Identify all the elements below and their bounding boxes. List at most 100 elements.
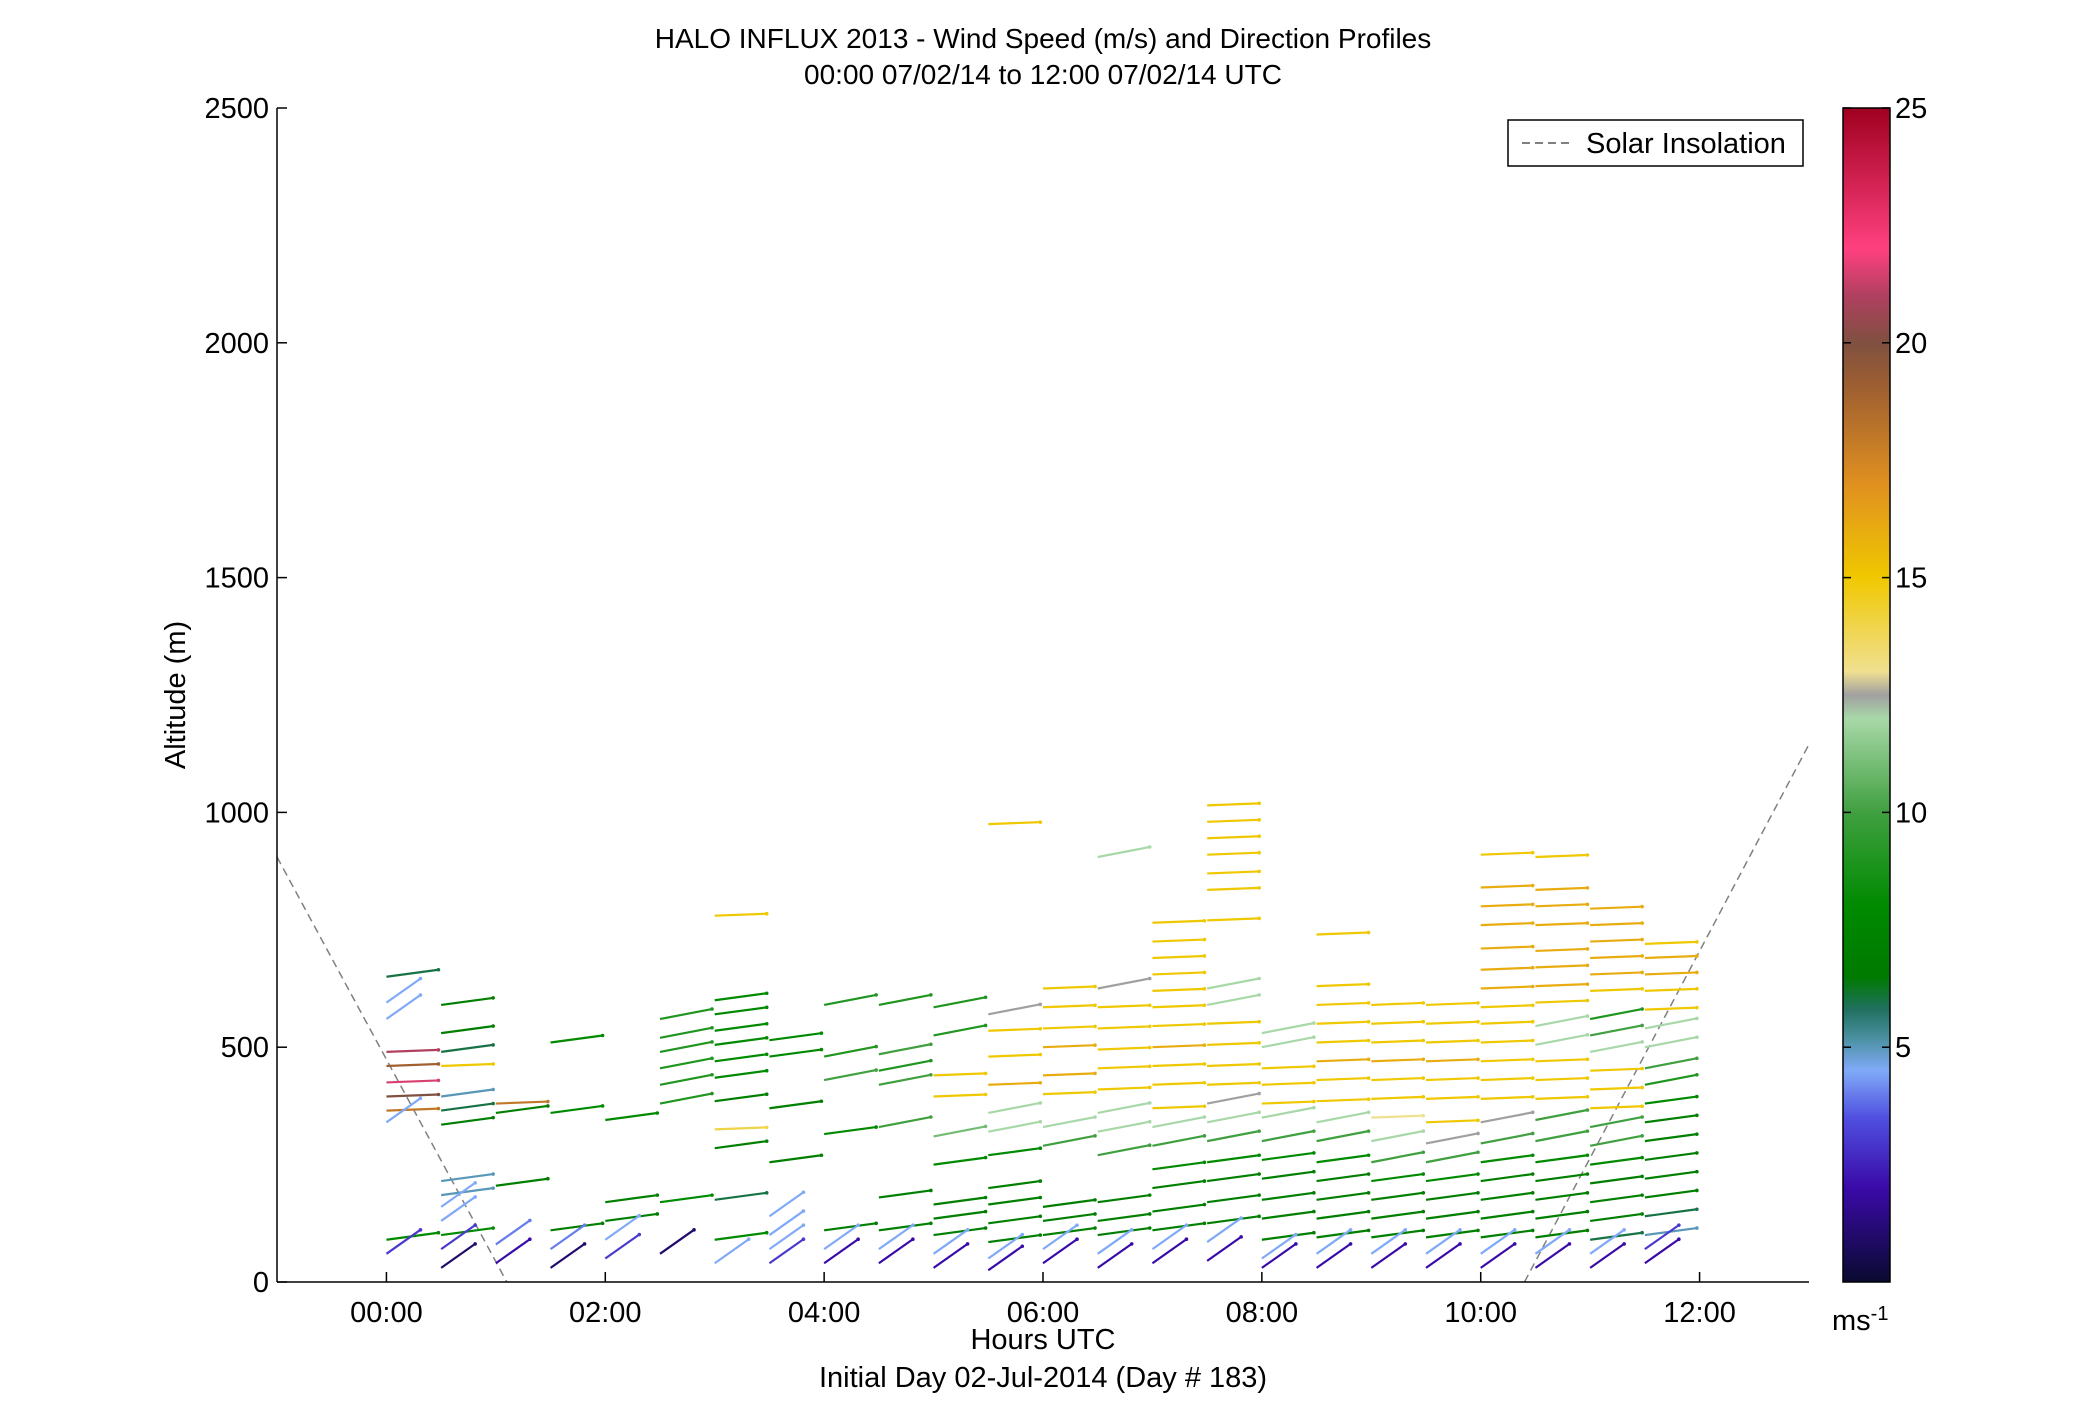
wind-barb [1042, 1198, 1096, 1208]
wind-barb [878, 1189, 932, 1199]
wind-barb-head [1366, 1129, 1371, 1133]
wind-barb-head [1312, 1151, 1316, 1155]
wind-barb [659, 1057, 713, 1070]
wind-barb-head [1585, 1129, 1590, 1133]
wind-barb-head [965, 1228, 970, 1232]
wind-barb-head [1312, 1105, 1316, 1110]
wind-barb [933, 1024, 986, 1037]
wind-barb-head [1093, 1003, 1097, 1008]
wind-barb-head [1257, 993, 1261, 997]
wind-barb-head [746, 1237, 751, 1242]
wind-barb-head [1530, 1191, 1535, 1195]
wind-barb [1097, 845, 1150, 859]
wind-barb [1590, 1067, 1643, 1072]
wind-barb-head [1640, 1134, 1644, 1138]
wind-barb-head [600, 1104, 605, 1108]
wind-barb-head [1366, 1019, 1371, 1024]
wind-barb [1644, 1036, 1698, 1049]
wind-barb-head [801, 1237, 806, 1242]
wind-barb [1152, 1179, 1205, 1190]
wind-barb [768, 1210, 805, 1236]
wind-barb-head [1366, 1038, 1371, 1043]
wind-barb [1152, 1222, 1205, 1232]
wind-barb [1425, 1210, 1479, 1220]
wind-barb-head [1695, 1132, 1699, 1136]
wind-barb [1425, 1229, 1479, 1239]
wind-barb-head [1093, 1043, 1097, 1047]
wind-barb-head [1202, 1003, 1207, 1008]
wind-barb [1589, 1007, 1643, 1021]
y-tick-label: 1000 [204, 797, 269, 829]
wind-barb [1206, 1154, 1260, 1164]
wind-barb-head [546, 1104, 550, 1108]
wind-barb-head [1585, 998, 1590, 1003]
wind-barb-head [1421, 1228, 1426, 1233]
wind-barb-head [1695, 1072, 1699, 1077]
wind-barb [495, 1100, 548, 1105]
wind-barb [878, 1043, 932, 1056]
wind-barb-head [874, 1044, 878, 1049]
wind-barb-head [1312, 1129, 1316, 1133]
wind-barb [1644, 987, 1697, 992]
wind-barb [823, 993, 877, 1007]
wind-barb [1589, 1156, 1643, 1166]
wind-barb [1207, 851, 1260, 856]
wind-barb-head [1239, 1216, 1243, 1220]
wind-barb [659, 1040, 713, 1053]
wind-barb-head [1530, 984, 1535, 989]
wind-barb [1535, 1095, 1588, 1100]
wind-barb [1261, 1191, 1315, 1201]
wind-barb-head [1458, 1228, 1462, 1232]
wind-barb [1097, 1228, 1133, 1255]
wind-barb-head [436, 1230, 441, 1235]
wind-barb [1480, 1210, 1533, 1220]
wind-barb-head [764, 911, 769, 916]
wind-barb-head [1695, 940, 1699, 944]
wind-barb [1644, 1238, 1680, 1265]
wind-barb [1534, 1243, 1571, 1269]
wind-barb-head [1202, 918, 1207, 923]
wind-barb-head [1421, 1038, 1426, 1043]
wind-barb-head [1257, 1129, 1261, 1133]
wind-barb-head [1147, 1119, 1152, 1124]
wind-barb-head [1695, 1169, 1699, 1174]
wind-barb [1371, 1095, 1424, 1100]
x-axis-label: Hours UTC [970, 1324, 1115, 1356]
wind-barb [440, 1181, 476, 1208]
wind-barb [1042, 1025, 1096, 1030]
wind-barb [495, 1219, 531, 1246]
wind-barb [1480, 851, 1533, 856]
x-axis-sublabel: Initial Day 02-Jul-2014 (Day # 183) [819, 1362, 1267, 1394]
wind-barb-head [491, 1186, 495, 1190]
wind-barb [1480, 1058, 1533, 1063]
wind-barb [385, 994, 422, 1020]
wind-barb-head [983, 1155, 988, 1160]
wind-barb [1261, 1106, 1315, 1119]
wind-barb [1042, 1115, 1096, 1129]
wind-barb-head [764, 1230, 769, 1235]
wind-barb-head [1585, 1108, 1590, 1112]
wind-barb [1316, 1172, 1369, 1183]
wind-barb [1644, 1208, 1698, 1218]
wind-barb [1590, 938, 1643, 943]
wind-barb-head [473, 1195, 477, 1199]
wind-barb [714, 1126, 767, 1131]
wind-barb-head [491, 1115, 495, 1120]
wind-barb [1371, 1114, 1424, 1119]
wind-barb [932, 1243, 969, 1269]
wind-barb-head [819, 1031, 824, 1035]
wind-barb [1261, 1130, 1315, 1143]
wind-barb-head [1476, 1038, 1480, 1043]
wind-barb-head [929, 1072, 933, 1077]
wind-barb-head [1695, 1035, 1699, 1039]
wind-barb [1590, 922, 1643, 927]
wind-barb-head [1421, 1129, 1426, 1133]
y-tick-label: 500 [221, 1032, 269, 1064]
wind-barb-head [637, 1213, 642, 1218]
wind-barb [1370, 1228, 1406, 1255]
wind-barb-head [1257, 1193, 1261, 1197]
wind-barb-head [1366, 1097, 1371, 1102]
wind-barb-head [1476, 1150, 1480, 1155]
wind-barb-head [1640, 1040, 1644, 1044]
wind-barb-head [1640, 1007, 1644, 1011]
